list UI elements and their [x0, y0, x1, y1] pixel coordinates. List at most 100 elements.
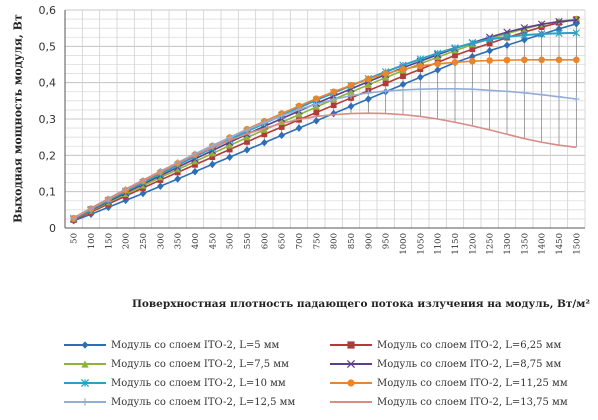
series-3-point — [381, 73, 390, 81]
y-tick-label: 0,2 — [39, 149, 57, 162]
series-3-point — [364, 81, 373, 88]
series-4-point — [537, 20, 546, 28]
legend-item: Модуль со слоем ITO-2, L=6,25 мм — [328, 336, 561, 354]
series-6-point — [434, 60, 441, 68]
series-7-point — [261, 119, 268, 126]
series-3-point — [173, 165, 182, 173]
series-7-point — [313, 100, 320, 108]
x-tick-label: 1150 — [451, 233, 461, 255]
legend-item: Модуль со слоем ITO-2, L=10 мм — [62, 374, 286, 392]
series-7-point — [347, 92, 355, 100]
series-4-point — [572, 16, 581, 24]
series-1-point — [486, 46, 493, 55]
series-line-8 — [73, 112, 577, 219]
series-1-point — [417, 73, 424, 82]
x-tick-label: 550 — [243, 233, 253, 249]
series-2-point — [209, 154, 216, 161]
legend-swatch — [330, 359, 372, 369]
series-6-point — [503, 56, 511, 64]
series-2-point — [192, 161, 198, 168]
x-tick-label: 500 — [226, 233, 236, 249]
legend-item: Модуль со слоем ITO-2, L=13,75 мм — [328, 393, 568, 411]
legend-swatch-marker — [81, 360, 89, 368]
x-tick-label: 1200 — [468, 233, 478, 255]
series-6-point — [399, 65, 407, 73]
legend-swatch — [64, 341, 106, 349]
series-3-point — [433, 53, 442, 61]
y-tick-label: 0,3 — [39, 113, 57, 126]
series-7-point — [503, 88, 511, 95]
series-6-point — [347, 81, 355, 89]
x-tick-label: 450 — [208, 233, 218, 249]
legend-item: Модуль со слоем ITO-2, L=7,5 мм — [62, 355, 289, 373]
series-3-point — [260, 126, 269, 133]
legend-swatch — [330, 401, 372, 403]
series-2-point — [400, 73, 406, 80]
series-1-point — [295, 124, 303, 132]
x-axis-title: Поверхностная плотность падающего потока… — [131, 298, 590, 310]
legend-item: Модуль со слоем ITO-2, L=11,25 мм — [328, 374, 568, 392]
series-1-point — [191, 167, 199, 176]
legend-swatch — [64, 360, 106, 368]
x-tick-label: 50 — [70, 233, 80, 244]
series-6-point — [313, 95, 320, 102]
series-6-point — [417, 62, 424, 70]
series-7-point — [382, 87, 389, 95]
series-2-point — [452, 52, 458, 59]
series-7-point — [469, 85, 476, 93]
series-3-point — [243, 133, 251, 141]
series-line-5 — [73, 31, 577, 220]
legend-label: Модуль со слоем ITO-2, L=13,75 мм — [377, 396, 568, 408]
x-tick-label: 1300 — [503, 233, 513, 255]
x-tick-label: 300 — [156, 233, 166, 249]
legend-swatch-marker — [346, 359, 356, 369]
x-tick-label: 350 — [174, 233, 184, 249]
series-7-point — [278, 112, 285, 120]
series-7-point — [451, 85, 459, 93]
series-7-point — [573, 95, 580, 103]
series-6-point — [382, 70, 389, 77]
x-tick-label: 950 — [382, 233, 392, 249]
series-1-point — [174, 175, 181, 183]
legend-label: Модуль со слоем ITO-2, L=8,75 мм — [377, 358, 562, 370]
series-7-point — [555, 93, 563, 101]
legend-item: Модуль со слоем ITO-2, L=12,5 мм — [62, 393, 295, 411]
series-6-point — [295, 102, 303, 110]
x-tick-label: 200 — [122, 233, 132, 249]
series-3-point — [208, 149, 217, 157]
series-7-point — [434, 85, 441, 93]
series-6-point — [573, 56, 580, 64]
series-1-point — [209, 160, 216, 169]
legend-swatch-marker — [81, 341, 89, 349]
x-tick-label: 600 — [260, 233, 270, 249]
legend-swatch — [330, 379, 372, 387]
legend-swatch — [64, 398, 106, 406]
x-tick-label: 250 — [139, 233, 149, 249]
series-5-point — [416, 55, 425, 63]
y-tick-label: 0,1 — [39, 186, 57, 199]
series-1-point — [313, 117, 320, 125]
series-2-point — [382, 80, 389, 87]
series-7-point — [330, 96, 337, 103]
legend-item: Модуль со слоем ITO-2, L=5 мм — [62, 336, 279, 354]
series-3-point — [225, 141, 234, 149]
series-1-point — [434, 66, 441, 74]
series-7-point — [70, 214, 77, 222]
series-7-point — [538, 91, 545, 98]
series-1-point — [278, 131, 285, 140]
series-2-point — [226, 146, 233, 153]
series-1-point — [365, 95, 372, 103]
legend-label: Модуль со слоем ITO-2, L=7,5 мм — [111, 358, 289, 370]
series-7-point — [417, 85, 424, 93]
x-tick-label: 800 — [330, 233, 340, 249]
x-tick-label: 1450 — [555, 233, 565, 255]
legend-label: Модуль со слоем ITO-2, L=12,5 мм — [111, 396, 296, 408]
series-6-point — [486, 57, 493, 64]
legend-swatch-marker — [347, 379, 355, 387]
y-tick-label: 0,5 — [39, 40, 57, 53]
x-tick-label: 900 — [364, 233, 374, 249]
series-1-point — [157, 182, 164, 191]
x-tick-label: 1350 — [520, 233, 530, 255]
legend-swatch — [64, 378, 106, 388]
series-5-point — [485, 35, 494, 44]
